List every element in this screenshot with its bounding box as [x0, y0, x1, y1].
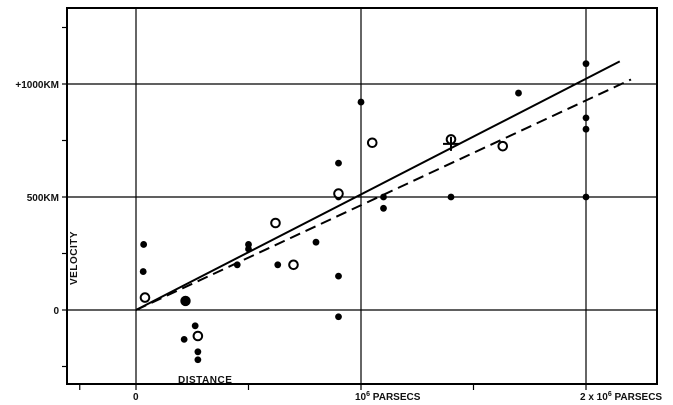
- x-tick-label: 0: [133, 392, 139, 403]
- x-tick-label-base: 0: [133, 392, 139, 403]
- filled-circle-point: [357, 98, 365, 106]
- data-points: [139, 60, 590, 364]
- x-axis-label: DISTANCE: [178, 375, 232, 386]
- filled-circle-point: [582, 60, 590, 68]
- y-axis-label: VELOCITY: [69, 231, 80, 285]
- filled-circle-point: [447, 193, 455, 201]
- filled-circle-point: [582, 114, 590, 122]
- open-circle-point: [497, 140, 509, 152]
- filled-circle-point: [312, 238, 320, 246]
- filled-circle-point: [582, 193, 590, 201]
- filled-circle-point: [582, 125, 590, 133]
- open-circle-point: [333, 188, 344, 199]
- fit-lines: [135, 60, 632, 311]
- y-tick-label: +1000KM: [15, 80, 59, 91]
- filled-circle-point: [180, 335, 188, 343]
- x-tick-label-unit: PARSECS: [612, 392, 663, 403]
- filled-circle-point: [274, 261, 282, 269]
- filled-circle-point: [191, 322, 199, 330]
- filled-circle-point: [380, 193, 387, 201]
- y-axis: 0 500KM +1000KM: [15, 26, 67, 368]
- filled-circle-point: [335, 313, 342, 321]
- grid-lines: [67, 8, 657, 384]
- filled-circle-point: [194, 348, 202, 356]
- solid-fit-line: [135, 60, 621, 311]
- open-circle-point: [366, 137, 378, 149]
- x-tick-label: 106 PARSECS: [355, 391, 421, 403]
- x-axis: 0 106 PARSECS 2 x 106 PARSECS: [79, 384, 662, 403]
- filled-circle-point: [335, 272, 342, 280]
- open-circle-point: [270, 217, 281, 229]
- x-tick-label-unit: PARSECS: [370, 392, 421, 403]
- filled-circle-point: [139, 268, 147, 275]
- large-filled-circle-point: [180, 295, 191, 307]
- open-circle-point: [288, 259, 299, 271]
- filled-circle-point: [140, 241, 148, 248]
- filled-circle-point: [194, 356, 202, 364]
- x-tick-label: 2 x 106 PARSECS: [580, 391, 662, 403]
- y-tick-label: 0: [53, 306, 59, 317]
- filled-circle-point: [233, 261, 241, 269]
- x-tick-label-exponent: 6: [366, 391, 370, 398]
- filled-circle-point: [515, 89, 522, 97]
- x-tick-label-exponent: 6: [608, 391, 612, 398]
- open-circle-point: [192, 330, 204, 342]
- x-tick-label-base: 2 x 10: [580, 392, 608, 403]
- x-tick-label-base: 10: [355, 392, 367, 403]
- filled-circle-point: [380, 204, 387, 212]
- plot-frame: [66, 7, 658, 385]
- filled-circle-point: [245, 245, 252, 253]
- open-circle-point: [139, 292, 151, 303]
- y-tick-label: 500KM: [27, 193, 59, 204]
- filled-circle-point: [335, 159, 342, 167]
